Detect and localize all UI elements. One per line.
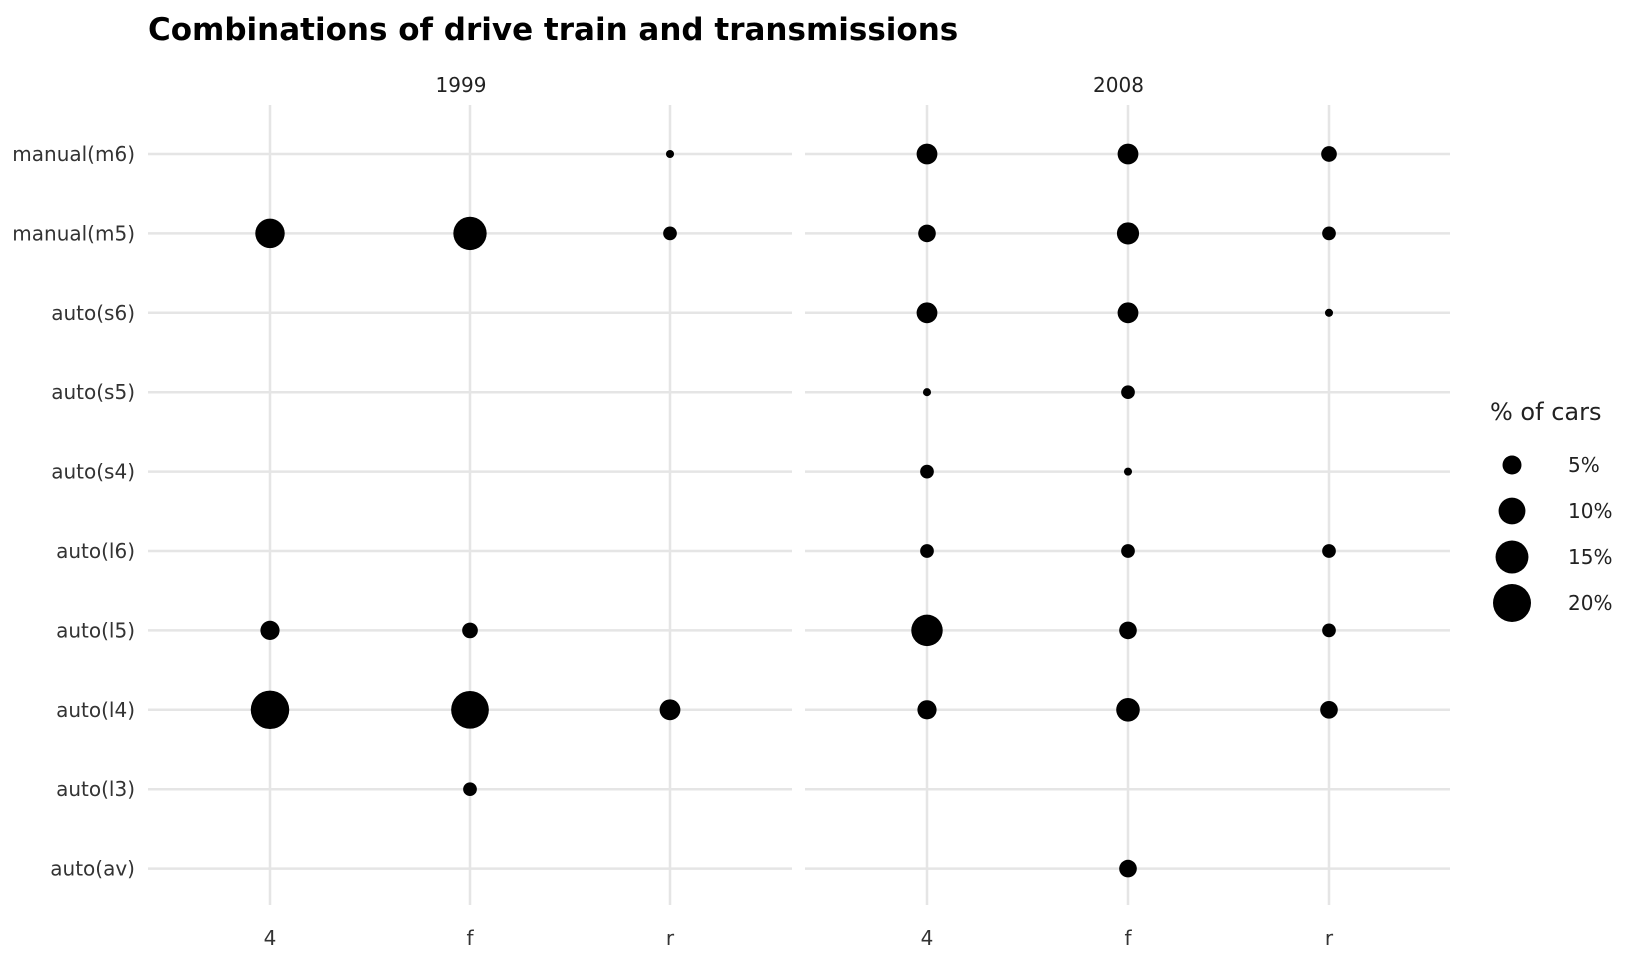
x-tick-label: 4 [264,926,277,950]
data-point [663,226,677,241]
x-tick-label: f [1124,926,1132,950]
data-point [1321,146,1337,162]
legend-label: 15% [1568,545,1612,569]
data-point [451,690,489,729]
y-tick-label: auto(l4) [56,698,135,722]
legend-label: 5% [1568,453,1600,477]
data-point [1322,226,1336,241]
chart-title: Combinations of drive train and transmis… [148,12,958,48]
data-point [911,614,943,647]
size-legend: % of cars 5% 10% 15% 20% [1490,398,1612,622]
data-point [1123,467,1133,476]
data-point [463,782,477,797]
data-points [250,143,1338,878]
legend-label: 10% [1568,499,1612,523]
y-tick-label: auto(l6) [56,539,135,563]
x-tick-label: r [666,926,675,950]
y-tick-label: auto(l5) [56,618,135,642]
data-point [1322,544,1336,558]
data-point [1119,621,1137,640]
y-tick-label: auto(s6) [51,301,135,325]
data-point [1324,308,1334,317]
data-point [453,216,487,251]
facet-label-1999: 1999 [436,73,487,97]
data-point [1117,302,1139,324]
data-point [916,143,938,165]
axis-labels: 4 f r 4 f r manual(m6) manual(m5) auto(s6) auto(s… [12,142,1334,950]
y-tick-label: auto(s5) [51,380,135,404]
data-point [916,302,938,324]
data-point [1121,544,1135,558]
y-tick-label: auto(s4) [51,460,135,484]
facet-strips: 1999 2008 [436,73,1144,97]
data-point [918,224,936,243]
data-point [920,544,934,558]
data-point [1119,859,1137,878]
grid-layer [148,105,1450,905]
data-point [917,700,937,720]
data-point [255,218,285,249]
x-tick-label: r [1325,926,1334,950]
data-point [250,690,290,730]
y-tick-label: auto(av) [50,857,135,881]
data-point [922,388,932,397]
data-point [462,622,478,639]
legend-key-20 [1493,584,1531,622]
data-point [659,699,681,721]
legend-label: 20% [1568,591,1612,615]
facet-label-2008: 2008 [1093,73,1144,97]
x-tick-label: 4 [921,926,934,950]
data-point [1116,698,1140,722]
legend-title: % of cars [1490,398,1601,426]
legend-key-5 [1502,455,1522,475]
data-point [1116,222,1140,245]
data-point [1121,385,1135,400]
data-point [260,620,280,640]
y-tick-label: auto(l3) [56,777,135,801]
data-point [1320,700,1338,719]
data-point [1117,143,1139,165]
data-point [1322,623,1336,638]
y-tick-label: manual(m5) [12,221,135,245]
legend-key-10 [1498,497,1526,525]
data-point [665,149,675,159]
data-point [920,464,934,479]
x-tick-label: f [466,926,474,950]
legend-key-15 [1495,540,1529,574]
y-tick-label: manual(m6) [12,142,135,166]
